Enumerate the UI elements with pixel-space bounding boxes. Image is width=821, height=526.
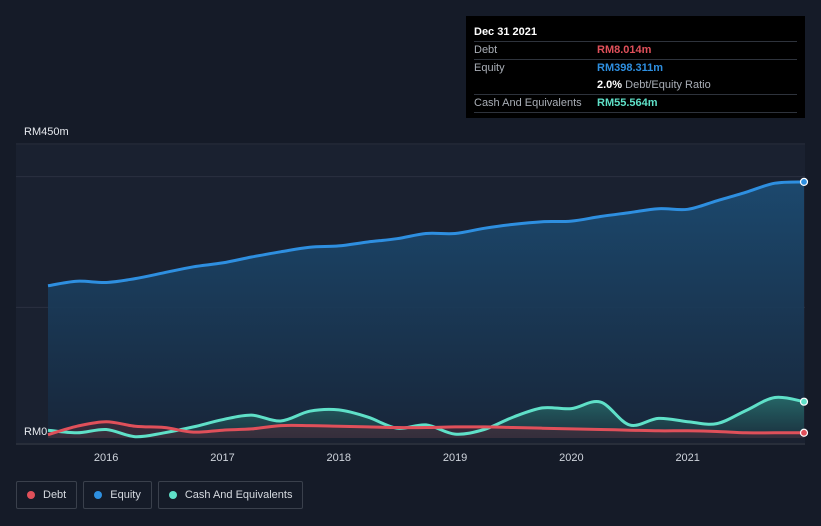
debt-area <box>48 421 804 438</box>
x-tick-label: 2020 <box>559 452 583 464</box>
legend-label-equity: Equity <box>110 489 141 501</box>
x-tick-label: 2018 <box>327 452 351 464</box>
debt-end-marker <box>799 428 809 437</box>
tooltip-debt-row: Debt RM8.014m <box>474 41 797 59</box>
debt-dot-icon <box>27 491 35 499</box>
tooltip-cash-row: Cash And Equivalents RM55.564m <box>474 94 797 113</box>
cash-line <box>47 395 805 439</box>
tooltip-equity-row: Equity RM398.311m <box>474 59 797 77</box>
tooltip-equity-value: RM398.311m <box>597 62 664 74</box>
tooltip: Dec 31 2021 Debt RM8.014m Equity RM398.3… <box>466 16 805 118</box>
tooltip-date: Dec 31 2021 <box>474 26 537 38</box>
legend-item-debt[interactable]: Debt <box>16 481 78 509</box>
x-tick-label: 2016 <box>94 452 118 464</box>
equity-dot-icon <box>94 491 103 499</box>
x-ticks: 2016 2017 2018 2019 2020 2021 <box>94 452 700 464</box>
legend-item-cash[interactable]: Cash And Equivalents <box>157 481 304 509</box>
equity-end-marker <box>799 177 809 186</box>
cash-area <box>48 397 804 438</box>
tooltip-cash-label: Cash And Equivalents <box>474 97 582 109</box>
x-tick-label: 2019 <box>443 452 467 464</box>
legend-item-equity[interactable]: Equity <box>83 481 152 509</box>
tooltip-ratio-row: 2.0% Debt/Equity Ratio <box>474 77 797 94</box>
equity-area <box>48 181 804 438</box>
legend-label-debt: Debt <box>43 489 67 501</box>
cash-dot-icon <box>168 491 177 499</box>
tooltip-equity-label: Equity <box>474 62 505 74</box>
x-tick-label: 2021 <box>675 452 699 464</box>
tooltip-debt-label: Debt <box>474 44 498 56</box>
tooltip-ratio-label: Debt/Equity Ratio <box>625 79 711 91</box>
equity-line <box>47 180 805 288</box>
debt-line <box>47 420 804 437</box>
y-label-bottom: RM0 <box>24 426 47 438</box>
end-markers <box>799 177 809 437</box>
tooltip-debt-value: RM8.014m <box>597 44 652 56</box>
legend-label-cash: Cash And Equivalents <box>184 489 293 501</box>
cash-end-marker <box>799 397 809 406</box>
legend: Debt Equity Cash And Equivalents <box>16 481 304 509</box>
x-tick-label: 2017 <box>210 452 234 464</box>
tooltip-cash-value: RM55.564m <box>597 97 658 109</box>
y-label-top: RM450m <box>24 126 69 138</box>
tooltip-ratio-value: 2.0% <box>597 79 623 91</box>
